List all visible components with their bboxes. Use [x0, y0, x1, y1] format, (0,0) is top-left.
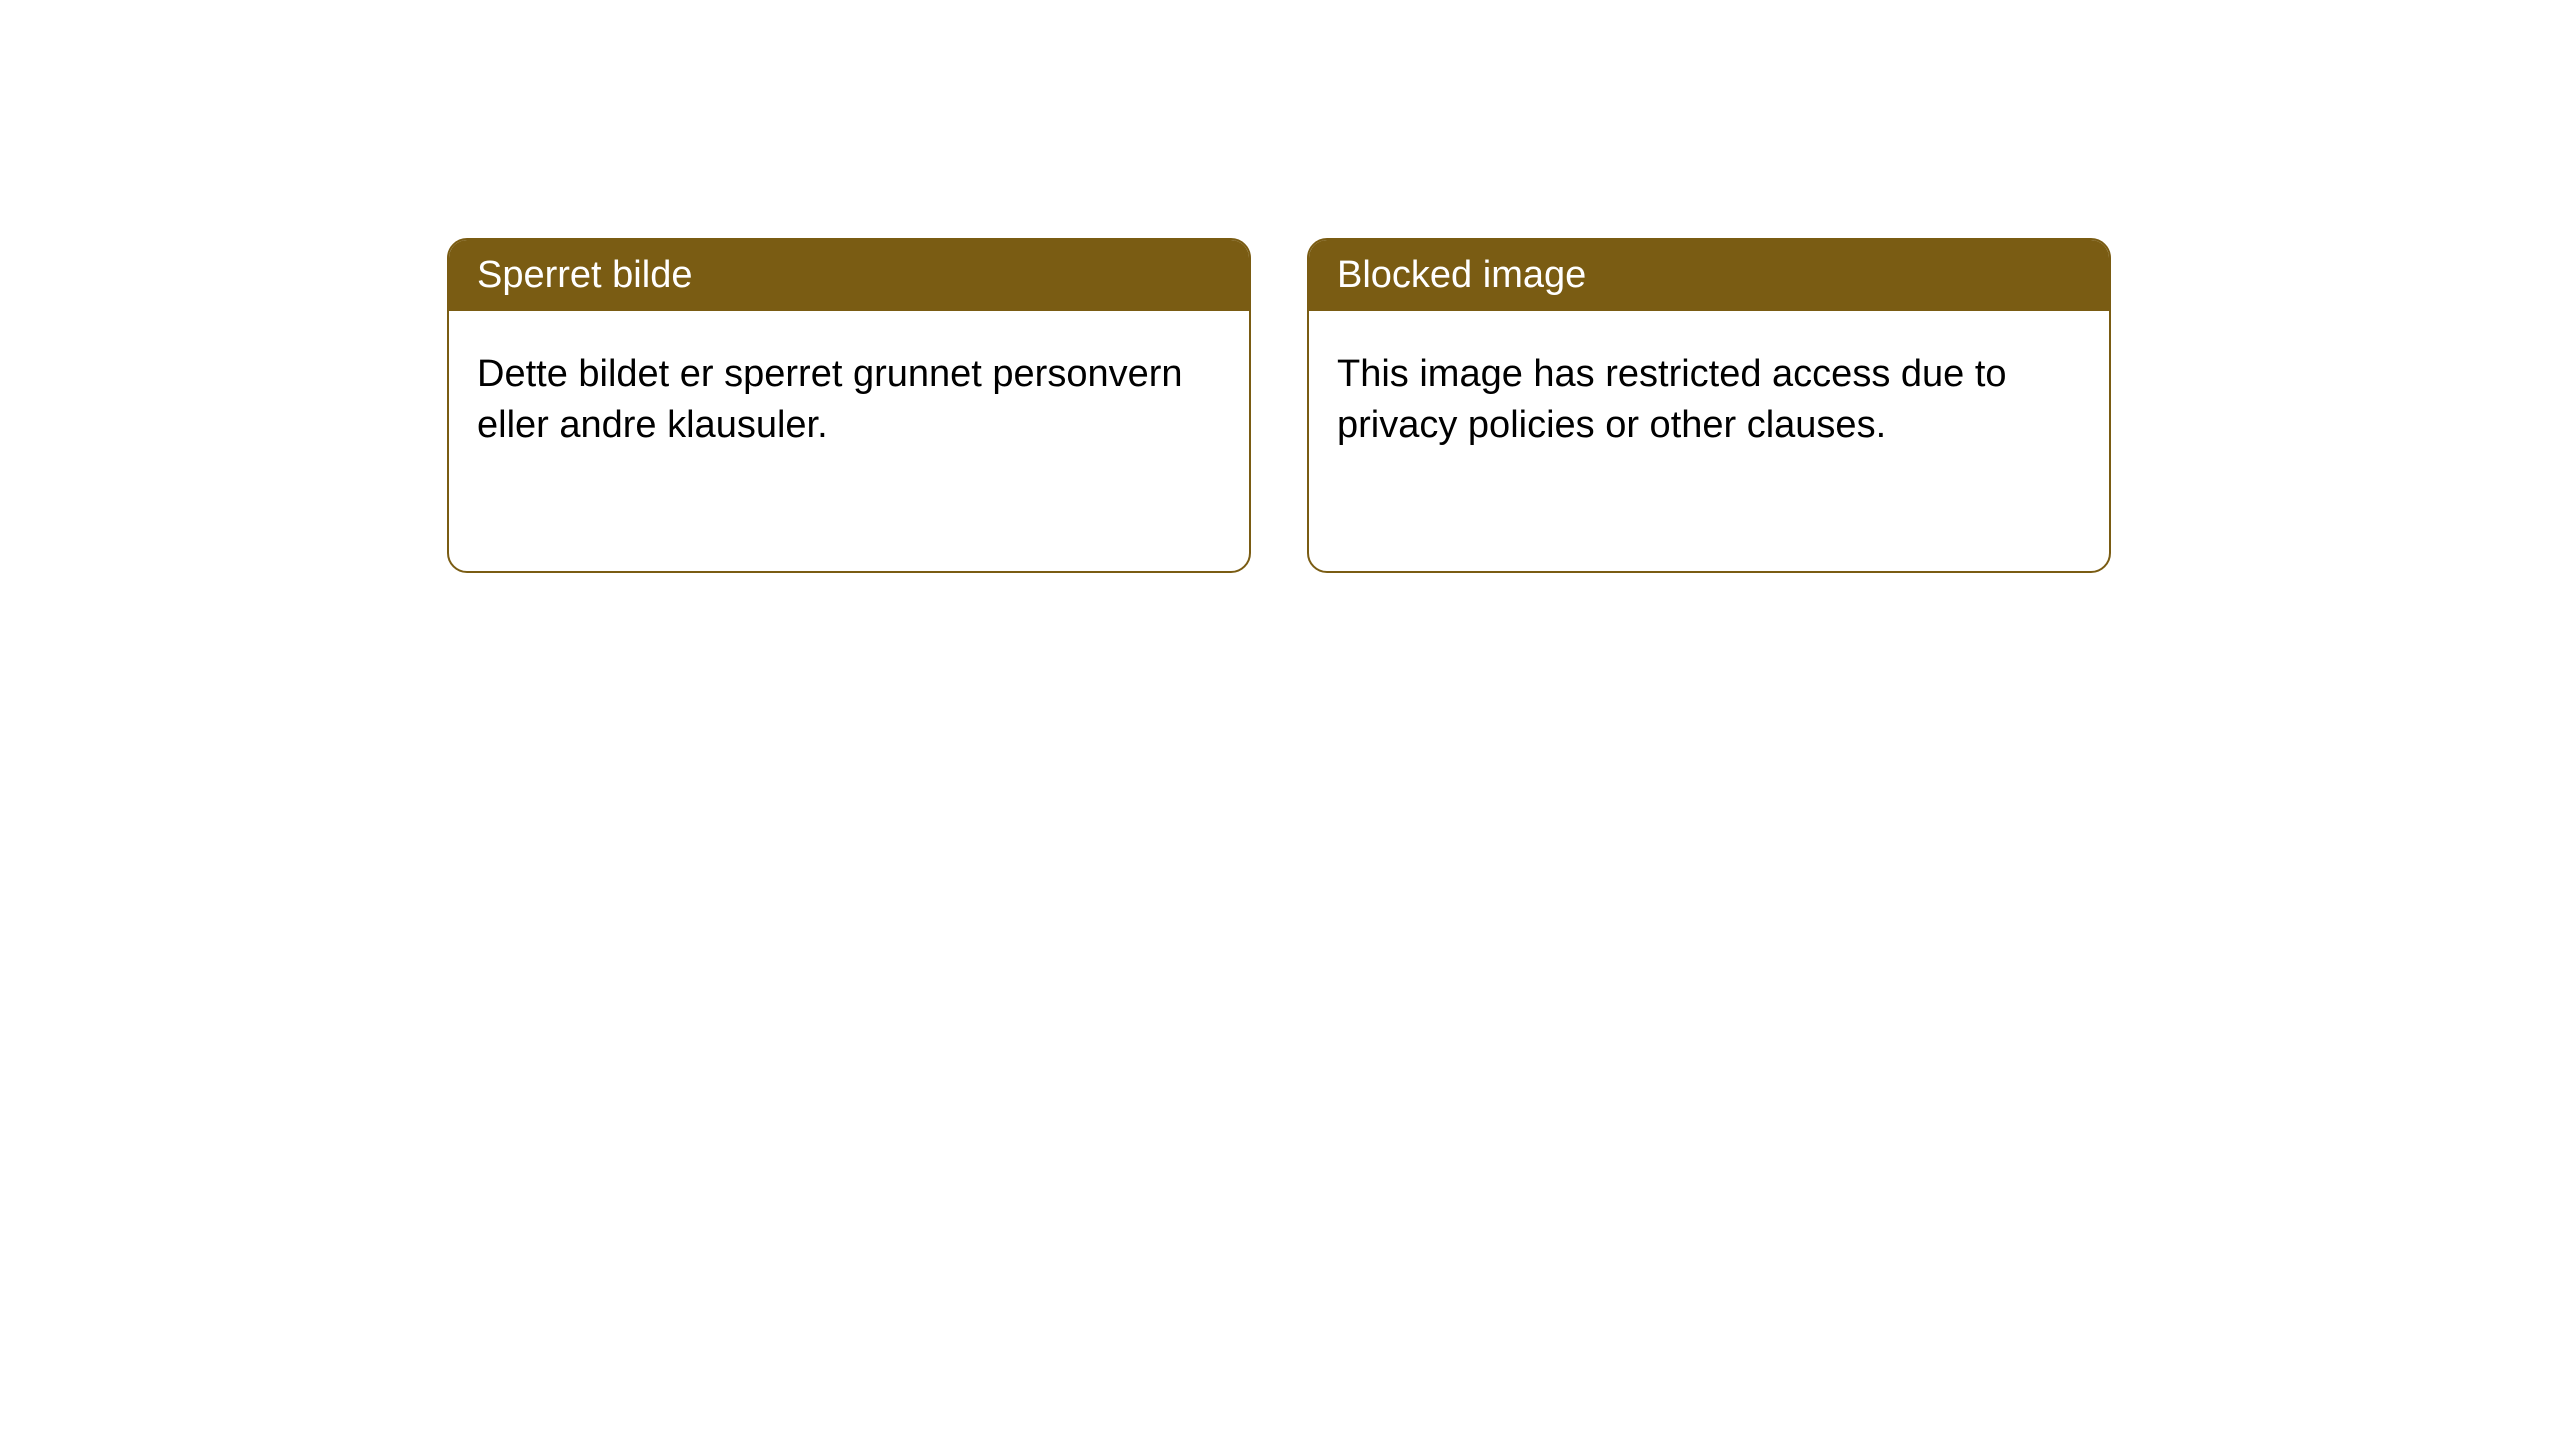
card-title: Sperret bilde: [477, 254, 692, 296]
card-body-text: Dette bildet er sperret grunnet personve…: [477, 353, 1183, 446]
card-body: Dette bildet er sperret grunnet personve…: [449, 311, 1249, 490]
card-body-text: This image has restricted access due to …: [1337, 353, 2007, 446]
cards-container: Sperret bilde Dette bildet er sperret gr…: [0, 0, 2560, 573]
card-header: Sperret bilde: [449, 240, 1249, 311]
card-title: Blocked image: [1337, 254, 1586, 296]
blocked-image-card-no: Sperret bilde Dette bildet er sperret gr…: [447, 238, 1251, 573]
blocked-image-card-en: Blocked image This image has restricted …: [1307, 238, 2111, 573]
card-header: Blocked image: [1309, 240, 2109, 311]
card-body: This image has restricted access due to …: [1309, 311, 2109, 490]
